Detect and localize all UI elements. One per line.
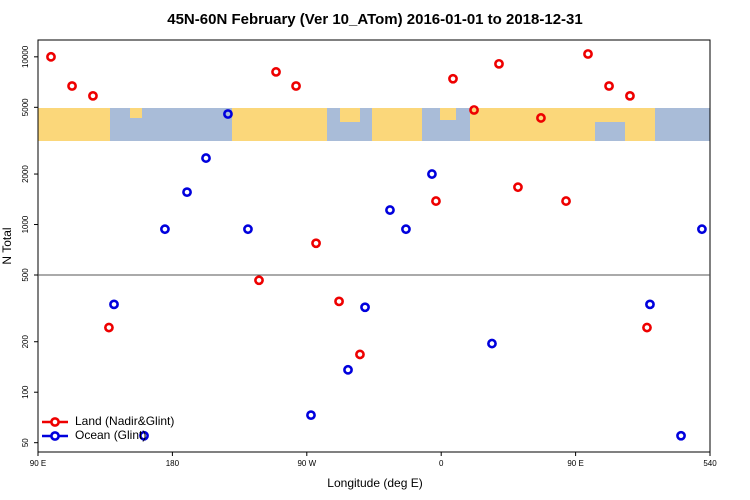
point [625, 90, 635, 101]
point [645, 299, 655, 310]
point [223, 109, 233, 119]
legend-label: Land (Nadir&Glint) [75, 414, 174, 428]
point [88, 90, 98, 101]
point [494, 58, 504, 69]
point [401, 224, 411, 235]
legend-label: Ocean (Glint) [75, 428, 146, 442]
point [513, 182, 523, 193]
point [334, 296, 344, 307]
legend-marker [50, 417, 60, 427]
chart-title: 45N-60N February (Ver 10_ATom) 2016-01-0… [167, 11, 582, 28]
point [291, 81, 301, 91]
point [469, 105, 479, 115]
point [271, 67, 281, 77]
point [254, 275, 264, 286]
point [642, 322, 652, 333]
y-tick-label: 2000 [21, 165, 30, 183]
x-tick-label: 0 [439, 459, 444, 468]
x-tick-label: 90 E [30, 459, 46, 468]
y-axis-label: N Total [0, 227, 14, 264]
point [182, 187, 192, 198]
y-tick-label: 50 [21, 438, 30, 447]
map-strip [38, 108, 710, 141]
point [311, 238, 321, 249]
point [487, 338, 497, 349]
x-axis-label: Longitude (deg E) [327, 476, 422, 490]
point [360, 302, 370, 313]
point [67, 81, 77, 91]
y-tick-label: 10000 [21, 45, 30, 68]
point [109, 299, 119, 310]
point [104, 322, 114, 333]
point [201, 153, 211, 163]
point [243, 224, 253, 235]
x-tick-label: 180 [166, 459, 180, 468]
point [583, 49, 593, 59]
y-tick-label: 100 [21, 385, 30, 399]
plot-frame [37, 39, 711, 453]
point [676, 430, 686, 441]
point [306, 410, 316, 421]
y-tick-label: 500 [21, 268, 30, 282]
point [139, 430, 149, 441]
legend-marker [50, 431, 60, 441]
y-tick-label: 200 [21, 335, 30, 349]
point [46, 51, 56, 62]
x-tick-label: 90 W [297, 459, 316, 468]
y-tick-label: 1000 [21, 215, 30, 233]
point [431, 196, 441, 206]
point [343, 364, 353, 375]
point [160, 224, 170, 235]
point [427, 169, 437, 179]
point [697, 224, 707, 235]
point [448, 73, 458, 84]
point [561, 196, 571, 206]
x-tick-label: 540 [703, 459, 717, 468]
point [385, 205, 395, 215]
x-tick-label: 90 E [567, 459, 583, 468]
point [604, 81, 614, 91]
point [355, 349, 365, 360]
y-tick-label: 5000 [21, 98, 30, 116]
point [536, 113, 546, 123]
